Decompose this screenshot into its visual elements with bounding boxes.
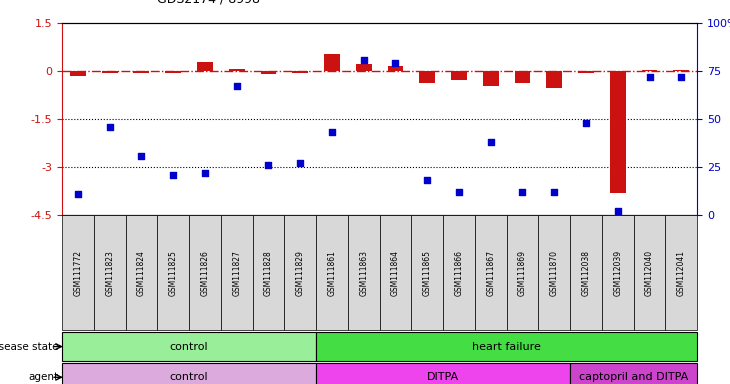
- Text: GSM111864: GSM111864: [391, 250, 400, 296]
- Text: GSM111866: GSM111866: [455, 250, 464, 296]
- Text: GSM111867: GSM111867: [486, 250, 495, 296]
- Text: GSM112040: GSM112040: [645, 250, 654, 296]
- Text: GSM111823: GSM111823: [105, 250, 114, 296]
- Bar: [419, 71, 435, 83]
- Text: GSM111824: GSM111824: [137, 250, 146, 296]
- Text: heart failure: heart failure: [472, 341, 541, 352]
- Bar: [483, 71, 499, 86]
- Bar: [228, 69, 245, 71]
- Text: control: control: [170, 372, 208, 382]
- Text: GSM111825: GSM111825: [169, 250, 177, 296]
- Text: captopril and DITPA: captopril and DITPA: [579, 372, 688, 382]
- Point: [675, 74, 687, 80]
- Point: [421, 177, 433, 184]
- Text: DITPA: DITPA: [427, 372, 459, 382]
- Text: GSM111863: GSM111863: [359, 250, 368, 296]
- Point: [231, 83, 242, 89]
- Bar: [101, 71, 118, 73]
- Bar: [610, 71, 626, 193]
- Point: [612, 208, 623, 214]
- Point: [167, 172, 179, 178]
- Bar: [261, 71, 277, 74]
- Point: [453, 189, 465, 195]
- Text: GSM111772: GSM111772: [74, 250, 82, 296]
- Text: GSM111826: GSM111826: [201, 250, 210, 296]
- Bar: [356, 64, 372, 71]
- Text: GSM111870: GSM111870: [550, 250, 558, 296]
- Bar: [324, 55, 340, 71]
- Text: GSM111827: GSM111827: [232, 250, 241, 296]
- Point: [548, 189, 560, 195]
- Bar: [515, 71, 531, 83]
- Bar: [292, 71, 308, 73]
- Bar: [578, 71, 594, 73]
- Point: [485, 139, 496, 145]
- Bar: [546, 71, 562, 88]
- Point: [136, 152, 147, 159]
- Text: GSM111865: GSM111865: [423, 250, 431, 296]
- Point: [390, 60, 402, 66]
- Text: GSM111828: GSM111828: [264, 250, 273, 296]
- Text: agent: agent: [28, 372, 58, 382]
- Bar: [134, 71, 150, 73]
- Text: control: control: [170, 341, 208, 352]
- Point: [580, 120, 592, 126]
- Text: GDS2174 / 8998: GDS2174 / 8998: [157, 0, 260, 6]
- Text: GSM111861: GSM111861: [328, 250, 337, 296]
- Bar: [388, 66, 404, 71]
- Point: [72, 191, 84, 197]
- Point: [644, 74, 656, 80]
- Bar: [673, 70, 689, 71]
- Point: [326, 129, 338, 136]
- Text: GSM112038: GSM112038: [582, 250, 591, 296]
- Point: [263, 162, 274, 168]
- Bar: [197, 62, 213, 71]
- Text: GSM111869: GSM111869: [518, 250, 527, 296]
- Bar: [165, 71, 181, 73]
- Point: [517, 189, 529, 195]
- Text: GSM111829: GSM111829: [296, 250, 304, 296]
- Text: disease state: disease state: [0, 341, 58, 352]
- Bar: [642, 70, 658, 71]
- Point: [358, 56, 369, 63]
- Text: GSM112039: GSM112039: [613, 250, 622, 296]
- Point: [104, 124, 115, 130]
- Bar: [451, 71, 467, 80]
- Bar: [70, 71, 86, 76]
- Point: [294, 160, 306, 166]
- Point: [199, 170, 211, 176]
- Text: GSM112041: GSM112041: [677, 250, 685, 296]
